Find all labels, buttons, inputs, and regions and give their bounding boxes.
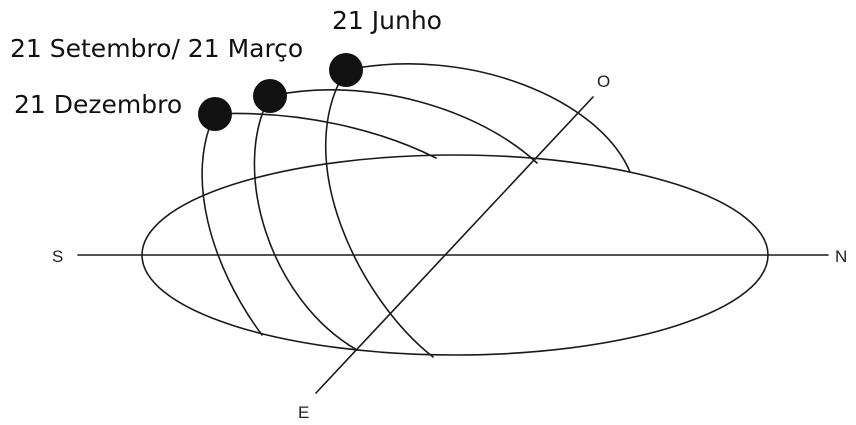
- direction-south: S: [52, 247, 63, 266]
- sun-december-icon: [198, 97, 232, 131]
- sun-path-june-west: [345, 63, 631, 173]
- sun-path-june-east: [324, 69, 434, 358]
- label-equinox: 21 Setembro/ 21 Março: [10, 34, 303, 63]
- direction-west: O: [597, 72, 610, 91]
- direction-east: E: [298, 403, 309, 422]
- sun-path-equinox-west: [269, 89, 538, 164]
- sun-path-december-east: [201, 113, 263, 336]
- sun-path-december-west: [214, 112, 437, 159]
- east-west-axis: [315, 96, 594, 394]
- label-june: 21 Junho: [332, 6, 442, 35]
- label-december: 21 Dezembro: [14, 90, 182, 119]
- sun-june-icon: [329, 53, 363, 87]
- direction-north: N: [835, 247, 847, 266]
- sun-path-equinox-east: [253, 95, 358, 351]
- sun-equinox-icon: [253, 79, 287, 113]
